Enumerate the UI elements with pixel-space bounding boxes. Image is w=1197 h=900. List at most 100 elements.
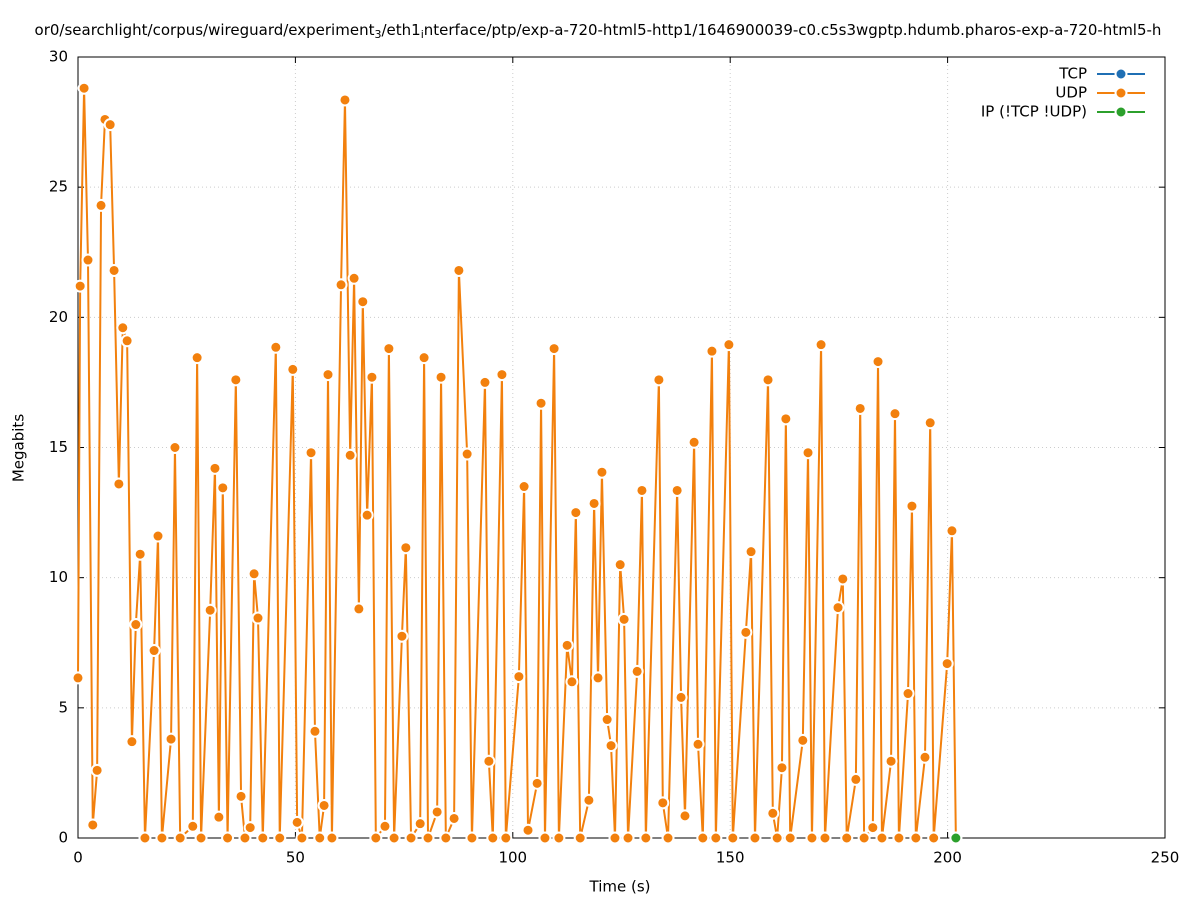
y-tick-label: 5 [58, 698, 68, 716]
data-point [560, 638, 574, 652]
data-point [805, 831, 819, 845]
data-point [923, 416, 937, 430]
y-tick-label: 0 [58, 829, 68, 847]
data-point [269, 340, 283, 354]
data-point [705, 344, 719, 358]
data-point [77, 81, 91, 95]
data-point [884, 754, 898, 768]
y-axis-label: Megabits [10, 414, 28, 482]
data-point [621, 831, 635, 845]
plot-border [77, 56, 1166, 839]
data-point [478, 375, 492, 389]
data-point [569, 506, 583, 520]
data-point [565, 675, 579, 689]
data-point [617, 612, 631, 626]
data-point [243, 821, 257, 835]
data-point [413, 817, 427, 831]
data-point [116, 321, 130, 335]
data-point [151, 529, 165, 543]
data-point [460, 447, 474, 461]
data-point [194, 831, 208, 845]
data-point [103, 118, 117, 132]
y-tick-label: 30 [49, 48, 68, 66]
y-tick-label: 20 [49, 308, 68, 326]
data-point [221, 831, 235, 845]
legend-label: TCP [1058, 65, 1087, 83]
data-point [155, 831, 169, 845]
data-point [360, 508, 374, 522]
data-point [334, 278, 348, 292]
data-point [814, 338, 828, 352]
x-tick-label: 100 [498, 849, 527, 867]
data-point [687, 435, 701, 449]
data-point [709, 831, 723, 845]
title-part: /eth1 [381, 21, 420, 39]
data-point [587, 496, 601, 510]
data-point [818, 831, 832, 845]
data-point [927, 831, 941, 845]
data-point [656, 796, 670, 810]
data-point [888, 407, 902, 421]
data-point [595, 465, 609, 479]
data-point [439, 831, 453, 845]
data-point [447, 811, 461, 825]
data-point [600, 713, 614, 727]
data-point [661, 831, 675, 845]
title-part: or0/searchlight/corpus/wireguard/experim… [35, 21, 375, 39]
data-point [674, 690, 688, 704]
data-point [208, 461, 222, 475]
data-point [352, 602, 366, 616]
data-point [216, 481, 230, 495]
data-point [748, 831, 762, 845]
data-point [286, 362, 300, 376]
data-point [186, 819, 200, 833]
data-point [290, 815, 304, 829]
data-point [338, 93, 352, 107]
data-point [639, 831, 653, 845]
y-tick-label: 10 [49, 568, 68, 586]
data-point [234, 789, 248, 803]
data-point [256, 831, 270, 845]
data-point [866, 821, 880, 835]
data-point [486, 831, 500, 845]
data-point [138, 831, 152, 845]
data-point [378, 819, 392, 833]
data-point [465, 831, 479, 845]
data-point [365, 370, 379, 384]
legend-marker [1114, 86, 1128, 100]
x-tick-label: 0 [73, 849, 83, 867]
data-point [356, 295, 370, 309]
data-point [530, 776, 544, 790]
data-point [635, 483, 649, 497]
data-point [495, 368, 509, 382]
data-point [112, 477, 126, 491]
data-point [499, 831, 513, 845]
data-point [871, 355, 885, 369]
data-point [452, 263, 466, 277]
data-point [190, 351, 204, 365]
data-point [770, 831, 784, 845]
data-point [125, 735, 139, 749]
data-point [347, 271, 361, 285]
data-point [547, 342, 561, 356]
data-point [71, 671, 85, 685]
data-point [905, 499, 919, 513]
data-point [604, 739, 618, 753]
data-point [538, 831, 552, 845]
data-point [892, 831, 906, 845]
x-axis-label: Time (s) [589, 878, 651, 896]
data-point [90, 763, 104, 777]
data-point [417, 351, 431, 365]
data-point [387, 831, 401, 845]
data-point [582, 793, 596, 807]
data-point [849, 772, 863, 786]
data-point [399, 541, 413, 555]
data-point [857, 831, 871, 845]
data-point [613, 558, 627, 572]
data-point [482, 754, 496, 768]
data-point [678, 809, 692, 823]
data-point [317, 798, 331, 812]
data-point [404, 831, 418, 845]
legend-marker [1114, 105, 1128, 119]
